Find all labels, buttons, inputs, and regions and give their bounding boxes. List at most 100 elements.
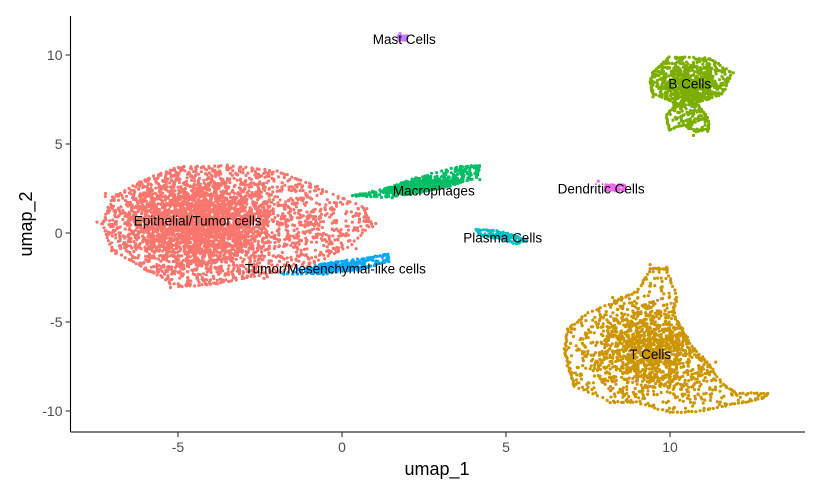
point [164, 182, 168, 186]
point [168, 241, 172, 245]
point [237, 245, 241, 250]
point [130, 246, 134, 250]
point [126, 235, 130, 239]
point [121, 217, 125, 222]
point [229, 166, 233, 170]
point [205, 233, 209, 237]
point [108, 219, 112, 223]
point [218, 281, 222, 285]
point [276, 220, 280, 224]
point [239, 182, 243, 186]
point [317, 187, 321, 191]
point [195, 257, 199, 261]
point [115, 227, 119, 231]
point [181, 165, 185, 169]
point [307, 216, 311, 220]
point [306, 223, 310, 227]
point [129, 188, 133, 192]
point [170, 168, 174, 172]
point [155, 239, 159, 243]
point [267, 198, 271, 202]
point [294, 257, 298, 261]
point [156, 257, 160, 261]
point [210, 242, 214, 246]
point [211, 202, 215, 206]
point [267, 170, 271, 174]
point [110, 234, 114, 238]
point [232, 195, 236, 199]
point [106, 239, 110, 243]
point [271, 170, 275, 174]
point [308, 190, 312, 194]
point [263, 167, 267, 171]
point [310, 256, 314, 260]
point [261, 214, 265, 218]
point [284, 228, 288, 232]
point [324, 190, 328, 194]
point [287, 219, 291, 223]
point [168, 193, 172, 197]
point [100, 222, 104, 226]
point [382, 253, 386, 257]
point [211, 239, 215, 243]
point [176, 236, 180, 240]
point [331, 246, 335, 250]
point [277, 175, 281, 179]
point [241, 199, 245, 203]
point [214, 230, 218, 234]
point [114, 250, 118, 254]
point [326, 254, 330, 258]
point [332, 211, 336, 215]
point [250, 169, 254, 173]
point [283, 173, 287, 177]
point [210, 174, 214, 178]
point [171, 232, 175, 236]
point [112, 230, 116, 234]
point [267, 245, 271, 250]
point [177, 178, 181, 182]
point [211, 229, 215, 233]
point [308, 181, 312, 185]
point [110, 241, 114, 245]
point [253, 173, 257, 177]
point [200, 275, 204, 280]
point [374, 221, 378, 226]
point [199, 185, 203, 189]
point [378, 193, 382, 197]
point [232, 176, 236, 180]
point [118, 232, 122, 236]
point [256, 193, 260, 198]
point [188, 261, 192, 265]
point [292, 262, 296, 266]
point [159, 202, 163, 206]
point [145, 209, 149, 213]
point [146, 188, 150, 192]
point [218, 271, 222, 275]
point [315, 233, 319, 237]
point [346, 200, 350, 204]
point [209, 264, 213, 268]
point [222, 257, 226, 261]
point [263, 231, 267, 236]
point [322, 243, 326, 248]
point [254, 204, 258, 208]
point [289, 243, 293, 247]
point [135, 246, 139, 250]
point [291, 241, 295, 245]
point [274, 255, 278, 259]
point [193, 246, 197, 250]
point [324, 233, 328, 237]
point [215, 282, 219, 286]
point [325, 245, 329, 249]
point [131, 254, 135, 258]
point [208, 278, 213, 282]
point [245, 202, 249, 206]
point [223, 184, 227, 188]
point [132, 240, 136, 244]
point [281, 256, 285, 260]
point [273, 195, 277, 199]
point [136, 209, 140, 213]
point [369, 222, 374, 226]
point [166, 196, 170, 200]
point [293, 202, 297, 206]
